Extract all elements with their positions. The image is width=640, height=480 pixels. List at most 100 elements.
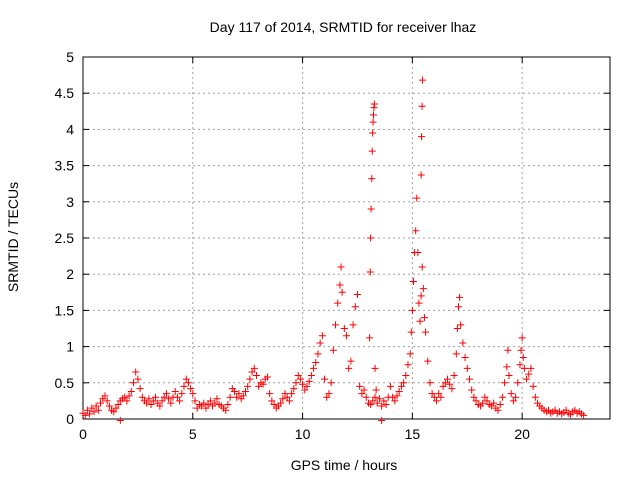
data-point xyxy=(378,416,386,424)
data-point xyxy=(189,390,197,398)
data-point xyxy=(187,385,195,393)
y-axis: 0 0.5 1 1.5 2 2.5 3 3.5 4 4.5 5 xyxy=(55,49,610,427)
data-point xyxy=(468,386,476,394)
data-point xyxy=(422,328,430,336)
data-point xyxy=(407,328,415,336)
data-point xyxy=(490,399,498,407)
data-point xyxy=(268,397,276,405)
data-point xyxy=(94,406,102,414)
data-point xyxy=(145,395,153,403)
data-point xyxy=(420,314,428,322)
data-point xyxy=(239,392,247,400)
data-point xyxy=(307,372,315,380)
data-point xyxy=(176,397,184,405)
data-point xyxy=(461,353,469,361)
data-point xyxy=(517,346,525,354)
data-point xyxy=(417,171,425,179)
data-point xyxy=(213,395,221,403)
data-point xyxy=(178,390,186,398)
data-point xyxy=(266,390,274,398)
data-point xyxy=(162,390,170,398)
y-tick-label: 3.5 xyxy=(55,158,75,174)
data-point xyxy=(452,350,460,358)
data-point xyxy=(81,411,89,419)
data-point xyxy=(296,375,304,383)
y-tick-label: 4 xyxy=(66,121,74,137)
data-point xyxy=(180,382,188,390)
data-point xyxy=(516,361,524,369)
data-point xyxy=(397,382,405,390)
data-point xyxy=(288,390,296,398)
y-axis-label: SRMTID / TECUs xyxy=(5,182,21,292)
data-point xyxy=(101,392,109,400)
data-point xyxy=(459,339,467,347)
data-point xyxy=(255,382,263,390)
data-point xyxy=(206,397,214,405)
data-point xyxy=(370,111,378,119)
data-point xyxy=(305,377,313,385)
data-point xyxy=(418,133,426,141)
data-point xyxy=(430,393,438,401)
data-point xyxy=(116,416,124,424)
data-point xyxy=(356,382,364,390)
data-point xyxy=(505,372,513,380)
data-point xyxy=(127,387,135,395)
data-point xyxy=(193,404,201,412)
data-point xyxy=(472,397,480,405)
data-point xyxy=(92,402,100,410)
data-point xyxy=(314,350,322,358)
data-point xyxy=(370,100,378,108)
data-point xyxy=(202,404,210,412)
data-point xyxy=(418,102,426,110)
data-point xyxy=(523,375,531,383)
y-tick-label: 1 xyxy=(66,339,74,355)
data-point xyxy=(368,147,376,155)
data-point xyxy=(527,364,535,372)
data-point xyxy=(204,401,212,409)
y-tick-label: 3 xyxy=(66,194,74,210)
data-point xyxy=(90,408,98,416)
data-point xyxy=(358,390,366,398)
data-point xyxy=(110,408,118,416)
data-point xyxy=(435,390,443,398)
data-point xyxy=(444,375,452,383)
data-point xyxy=(233,393,241,401)
data-point xyxy=(501,379,509,387)
data-point xyxy=(412,227,420,235)
data-point xyxy=(426,379,434,387)
plot-frame xyxy=(82,56,611,420)
data-point xyxy=(303,382,311,390)
data-point xyxy=(336,281,344,289)
data-point xyxy=(519,353,527,361)
data-point xyxy=(138,393,146,401)
data-point xyxy=(171,387,179,395)
data-point xyxy=(367,205,375,213)
data-point xyxy=(366,268,374,276)
data-point xyxy=(156,402,164,410)
data-point xyxy=(380,397,388,405)
data-point xyxy=(263,373,271,381)
data-point xyxy=(283,393,291,401)
data-point xyxy=(402,372,410,380)
data-point xyxy=(360,386,368,394)
data-point xyxy=(457,321,465,329)
data-point xyxy=(290,385,298,393)
data-point xyxy=(158,397,166,405)
data-point xyxy=(301,386,309,394)
x-tick-label: 15 xyxy=(405,426,421,442)
data-point xyxy=(454,303,462,311)
data-point xyxy=(393,392,401,400)
data-point xyxy=(414,248,422,256)
data-point xyxy=(147,401,155,409)
data-point xyxy=(514,379,522,387)
data-point xyxy=(173,393,181,401)
data-point xyxy=(132,368,140,376)
data-point xyxy=(327,379,335,387)
data-point xyxy=(112,404,120,412)
data-point xyxy=(231,387,239,395)
data-point xyxy=(446,380,454,388)
data-point xyxy=(366,334,374,342)
data-point xyxy=(439,382,447,390)
data-point xyxy=(503,363,511,371)
data-point xyxy=(130,379,138,387)
